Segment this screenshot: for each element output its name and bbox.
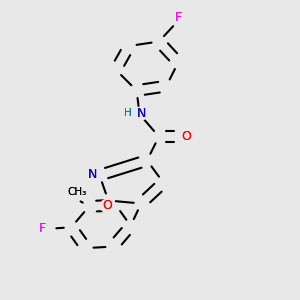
Text: O: O [102,200,112,212]
Circle shape [122,107,135,120]
Text: H: H [124,108,132,118]
Circle shape [70,186,84,199]
Circle shape [36,222,49,235]
Text: F: F [175,11,182,24]
Circle shape [100,199,113,212]
Text: F: F [39,222,46,235]
Text: N: N [136,107,146,120]
Text: O: O [102,200,112,212]
Text: CH₃: CH₃ [68,187,87,197]
Circle shape [134,107,148,120]
Text: F: F [39,222,46,235]
Circle shape [172,11,185,24]
Text: O: O [182,130,191,143]
Text: H: H [124,108,132,118]
Circle shape [180,130,193,143]
Text: N: N [88,168,98,181]
Text: F: F [175,11,182,24]
Text: N: N [136,107,146,120]
Text: CH₃: CH₃ [68,187,87,197]
Text: N: N [88,168,98,181]
Circle shape [86,168,100,181]
Text: O: O [182,130,191,143]
